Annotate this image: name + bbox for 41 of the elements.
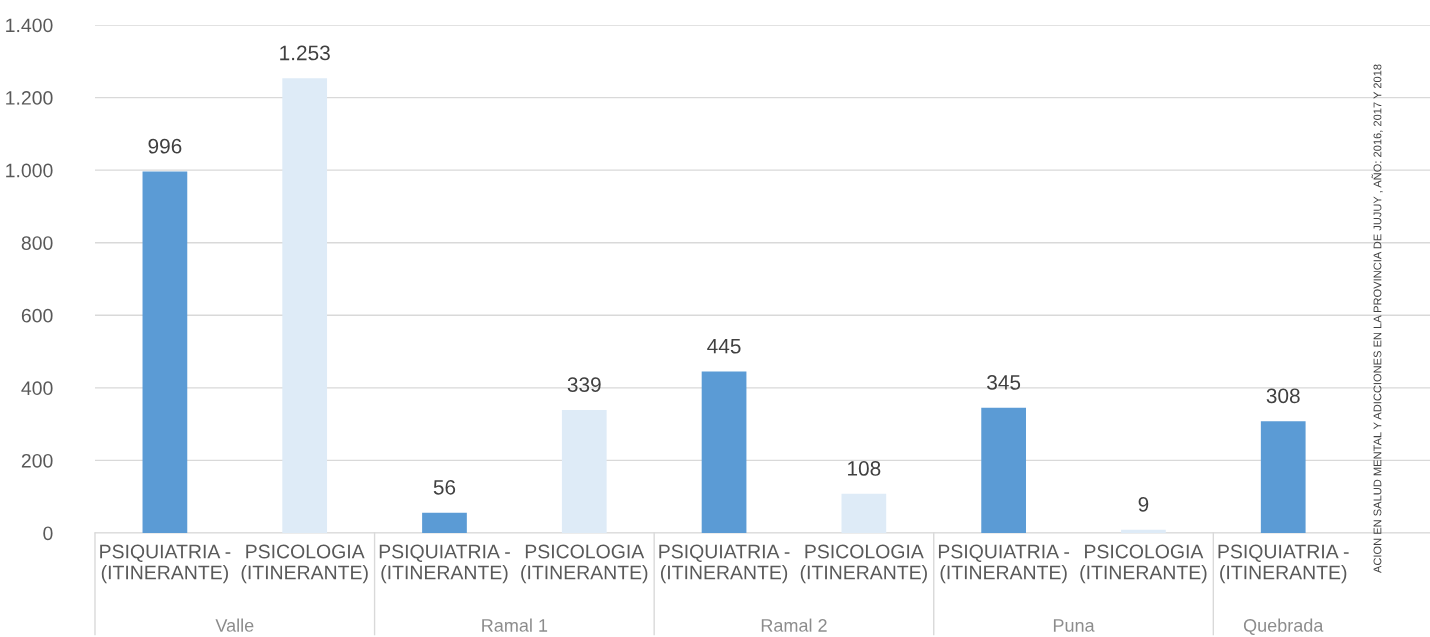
x-tick-label: PSIQUIATRIA - (ITINERANTE): [379, 544, 510, 584]
text: Ramal 2: [761, 618, 827, 632]
bar: [422, 512, 467, 533]
y-tick-label: 800: [21, 236, 53, 250]
text: Puna: [1053, 619, 1095, 632]
text: Quebrada: [1243, 618, 1324, 636]
data-label: 345: [987, 375, 1021, 390]
annotation: ACION EN SALUD MENTAL Y ADICCIONES EN LA PROVINCIA DE JUJUY , AÑO: 2016, 2017 Y 2018: [1371, 64, 1383, 574]
y-tick-label: 400: [21, 381, 53, 396]
bar: [1260, 421, 1306, 533]
data-label: 996: [148, 138, 182, 154]
x-tick-label: PSIQUIATRIA - (ITINERANTE): [1218, 544, 1349, 584]
y-tick-label: 1.200: [6, 91, 53, 105]
bar: [841, 493, 887, 533]
text: Ramal 1: [482, 618, 548, 632]
x-tick-label: PSIQUIATRIA - (ITINERANTE): [938, 544, 1070, 584]
data-label: 108: [848, 461, 881, 476]
bar: [561, 409, 607, 533]
y-tick-label: 1.000: [6, 163, 53, 178]
data-label: 56: [433, 479, 456, 495]
y-tick-label: 600: [21, 308, 53, 323]
x-tick-label: PSICOLOGIA (ITINERANTE): [241, 544, 368, 584]
data-label: 308: [1266, 388, 1300, 404]
data-label: 9: [1138, 496, 1149, 512]
data-label: 339: [567, 377, 601, 392]
x-tick-label: PSIQUIATRIA - (ITINERANTE): [659, 544, 790, 584]
y-tick-label: 1.400: [6, 18, 53, 33]
x-tick-label: PSICOLOGIA (ITINERANTE): [1080, 544, 1207, 584]
bar: [701, 371, 747, 533]
x-tick-label: PSIQUIATRIA - (ITINERANTE): [100, 544, 231, 584]
x-tick-label: PSICOLOGIA (ITINERANTE): [521, 544, 648, 584]
y-tick-label: 0: [43, 526, 53, 541]
y-tick-label: 200: [21, 453, 53, 468]
bar: [1121, 529, 1166, 533]
x-tick-label: PSICOLOGIA (ITINERANTE): [800, 544, 927, 584]
data-label: 445: [707, 338, 741, 354]
bar: [981, 407, 1027, 533]
data-label: 1.253: [280, 45, 330, 61]
bar: [142, 171, 188, 533]
text: Valle: [215, 618, 254, 632]
bar: [282, 78, 328, 533]
